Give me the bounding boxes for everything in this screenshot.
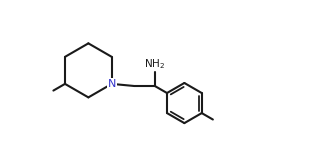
Text: N: N bbox=[107, 79, 116, 89]
Text: NH$_2$: NH$_2$ bbox=[144, 57, 165, 71]
